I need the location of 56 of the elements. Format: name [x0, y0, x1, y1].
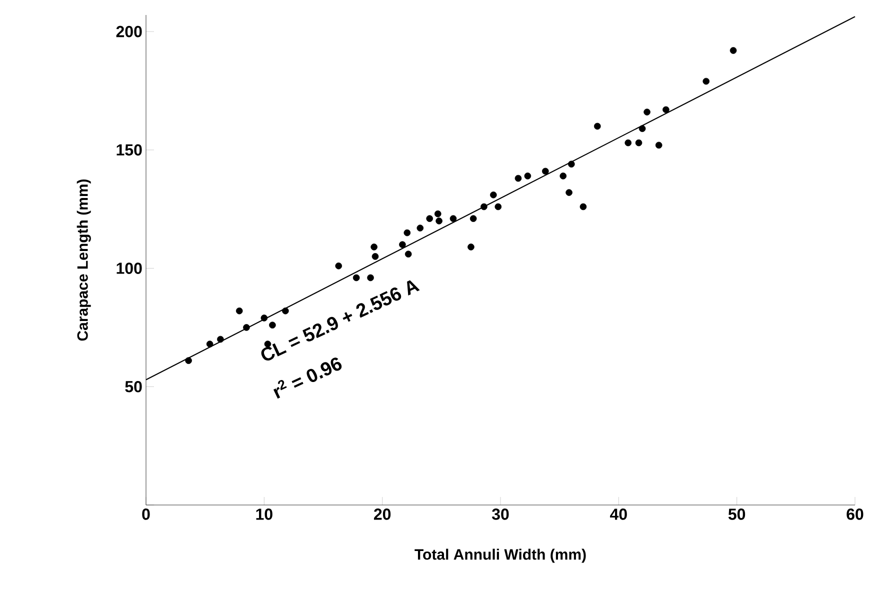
point [206, 340, 214, 348]
point [662, 106, 670, 114]
point [260, 314, 268, 322]
x-tick-label: 40 [610, 508, 627, 520]
point [367, 274, 374, 282]
y-axis-title: Carapace Length (mm) [76, 180, 91, 341]
point [560, 172, 567, 180]
point [236, 307, 243, 314]
x-tick-label: 60 [846, 508, 864, 520]
point [624, 139, 632, 146]
point [638, 125, 646, 132]
point [282, 307, 289, 314]
point [352, 274, 360, 282]
point [404, 229, 411, 236]
y-tick-label: 100 [116, 262, 142, 274]
point [568, 160, 575, 168]
point [524, 172, 532, 180]
point [580, 203, 587, 210]
point [436, 218, 442, 224]
point [480, 203, 488, 210]
point [702, 78, 710, 85]
point [635, 139, 642, 146]
point [372, 253, 379, 260]
point [269, 322, 276, 328]
point [514, 174, 522, 182]
x-tick-label: 0 [142, 508, 150, 520]
x-tick-label: 50 [728, 508, 746, 520]
point [243, 324, 250, 331]
x-axis-title: Total Annuli Width (mm) [414, 548, 586, 563]
point [494, 203, 502, 210]
x-tick-label: 10 [256, 508, 272, 520]
point [490, 192, 497, 198]
point [335, 262, 342, 270]
x-tick-label: 20 [374, 508, 391, 520]
point [542, 168, 549, 175]
point [370, 244, 378, 250]
point [470, 215, 477, 222]
annotation: r$^{2}$ = 0.96 [273, 358, 342, 399]
point [185, 357, 192, 364]
point [404, 250, 412, 258]
y-tick-label: 150 [116, 144, 142, 156]
point [730, 47, 737, 54]
y-tick-label: 50 [125, 380, 142, 392]
point [399, 241, 406, 248]
point [655, 142, 662, 149]
point [416, 224, 424, 232]
y-tick-label: 200 [116, 26, 142, 38]
point [644, 108, 650, 116]
point [468, 244, 474, 250]
point [450, 215, 457, 222]
point [434, 210, 442, 218]
x-tick-label: 30 [492, 508, 509, 520]
point [594, 122, 601, 130]
point [566, 189, 572, 196]
point [426, 215, 433, 222]
point [217, 336, 224, 343]
